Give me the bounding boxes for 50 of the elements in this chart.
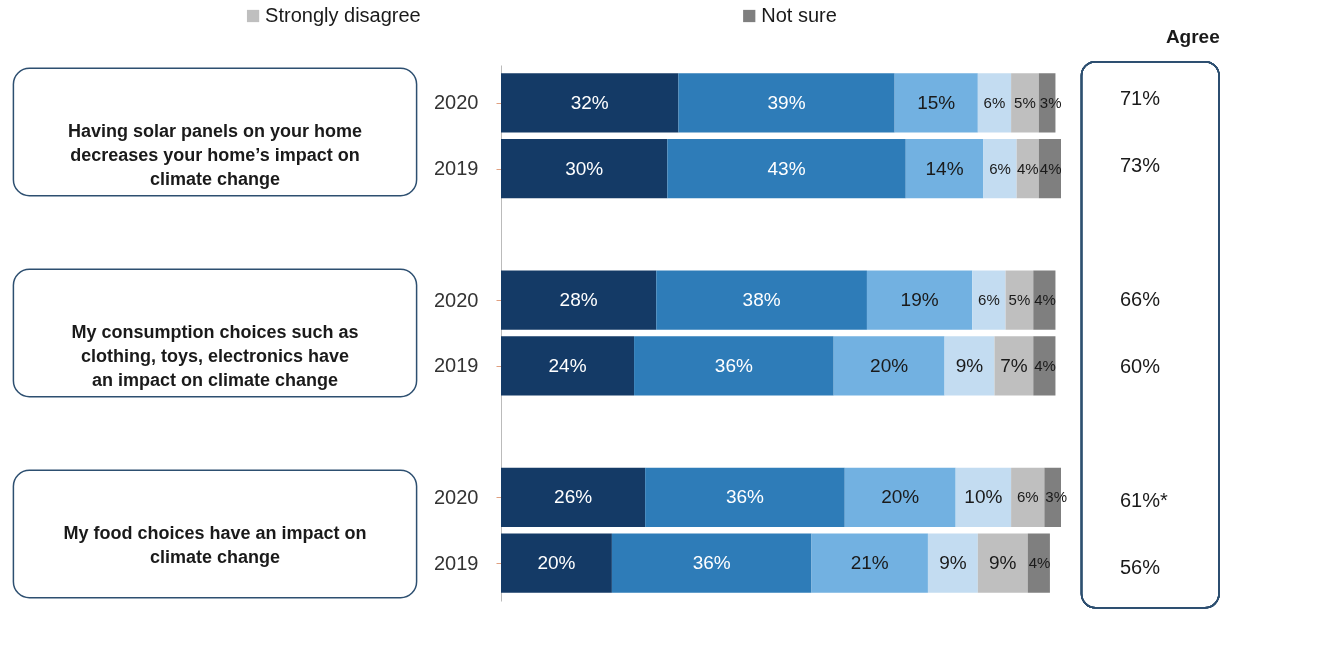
data-label: 6% xyxy=(983,93,1006,111)
data-label: 20% xyxy=(881,486,920,508)
data-label: 39% xyxy=(767,91,806,113)
data-label: 19% xyxy=(900,289,939,311)
data-label: 20% xyxy=(870,354,909,376)
data-label: 6% xyxy=(978,291,1000,309)
legend-label: Strongly disagree xyxy=(265,4,421,26)
data-label: 5% xyxy=(1008,291,1031,309)
data-label: 9% xyxy=(955,354,984,376)
data-label: 36% xyxy=(725,486,765,508)
text: 73% xyxy=(1120,153,1161,176)
y-tick-label: 2020 xyxy=(434,91,479,114)
data-label: 43% xyxy=(767,157,806,179)
text: 71% xyxy=(1120,86,1161,109)
data-label: 36% xyxy=(692,552,731,574)
data-label: 4% xyxy=(1016,159,1039,177)
text: My consumption choices such as clothing, toys, electronics have an impact on climate change xyxy=(71,322,359,390)
y-tick-label: 2019 xyxy=(434,157,479,180)
data-label: 15% xyxy=(917,91,956,113)
data-label: 26% xyxy=(554,486,593,508)
data-label: 20% xyxy=(537,552,576,574)
text: 60% xyxy=(1120,354,1161,377)
data-label: 7% xyxy=(1000,354,1028,376)
data-label: 9% xyxy=(939,552,967,574)
data-label: 21% xyxy=(850,552,889,574)
data-label: 36% xyxy=(714,354,753,376)
text: 66% xyxy=(1120,287,1161,310)
data-label: 9% xyxy=(989,552,1017,574)
text: 61%* xyxy=(1120,488,1169,511)
y-tick-label: 2020 xyxy=(434,288,479,311)
data-label: 10% xyxy=(964,486,1003,508)
legend-label: Not sure xyxy=(761,4,837,26)
data-label: 30% xyxy=(565,157,604,179)
y-tick-label: 2019 xyxy=(434,354,479,377)
data-label: 6% xyxy=(1016,488,1039,506)
data-label: 6% xyxy=(989,159,1011,177)
data-label: 4% xyxy=(1039,159,1062,177)
data-label: 5% xyxy=(1014,93,1036,111)
data-label: 4% xyxy=(1028,554,1051,572)
text: 56% xyxy=(1120,555,1161,578)
text: My food choices have an impact on climate change xyxy=(63,523,367,567)
data-label: 28% xyxy=(559,289,598,311)
data-label: 38% xyxy=(742,289,781,311)
text: Agree xyxy=(1165,25,1220,47)
text: Having solar panels on your home decreases your home’s impact on climate change xyxy=(67,121,363,189)
data-label: 32% xyxy=(570,91,609,113)
data-label: 24% xyxy=(548,354,587,376)
y-tick-label: 2019 xyxy=(434,551,479,574)
data-label: 14% xyxy=(925,157,964,179)
y-tick-label: 2020 xyxy=(434,485,479,508)
